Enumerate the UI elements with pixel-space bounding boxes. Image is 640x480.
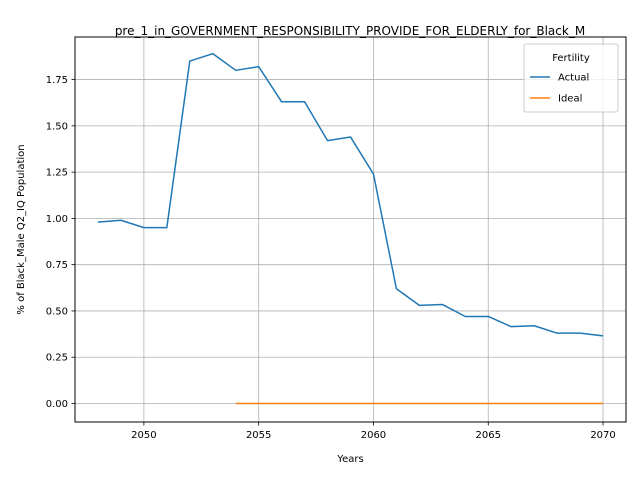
y-axis-label: % of Black_Male Q2_IQ Population <box>16 144 27 314</box>
legend-title: Fertility <box>552 53 590 64</box>
y-tick-label: 1.00 <box>46 214 68 225</box>
y-tick-label: 1.75 <box>46 75 68 86</box>
legend-box <box>523 43 619 113</box>
x-axis-label: Years <box>336 454 363 465</box>
legend-items: Actual Ideal <box>530 73 589 105</box>
y-tick-label: 0.50 <box>46 306 68 317</box>
y-tick-label: 0.00 <box>46 399 68 410</box>
y-tick-label: 0.75 <box>46 260 68 271</box>
x-tick-label: 2070 <box>590 430 615 441</box>
plot-frame <box>74 36 627 423</box>
y-tick-label: 1.25 <box>46 168 68 179</box>
x-tick-label: 2065 <box>476 430 501 441</box>
y-axis-ticks: 0.00 0.25 0.50 0.75 1.00 1.25 1.50 1.75 <box>46 75 75 410</box>
y-tick-label: 0.25 <box>46 353 68 364</box>
legend-label-ideal: Ideal <box>558 94 582 105</box>
chart-title: pre_1_in_GOVERNMENT_RESPONSIBILITY_PROVI… <box>115 24 585 38</box>
series-lines <box>97 52 604 405</box>
legend-label-actual: Actual <box>558 73 589 84</box>
series-line-actual <box>97 52 604 337</box>
x-tick-label: 2060 <box>361 430 386 441</box>
x-tick-label: 2050 <box>131 430 156 441</box>
x-tick-label: 2055 <box>246 430 271 441</box>
legend: Fertility Actual Ideal <box>523 43 619 113</box>
x-axis-ticks: 2050 2055 2060 2065 2070 <box>131 422 616 441</box>
y-tick-label: 1.50 <box>46 121 68 132</box>
